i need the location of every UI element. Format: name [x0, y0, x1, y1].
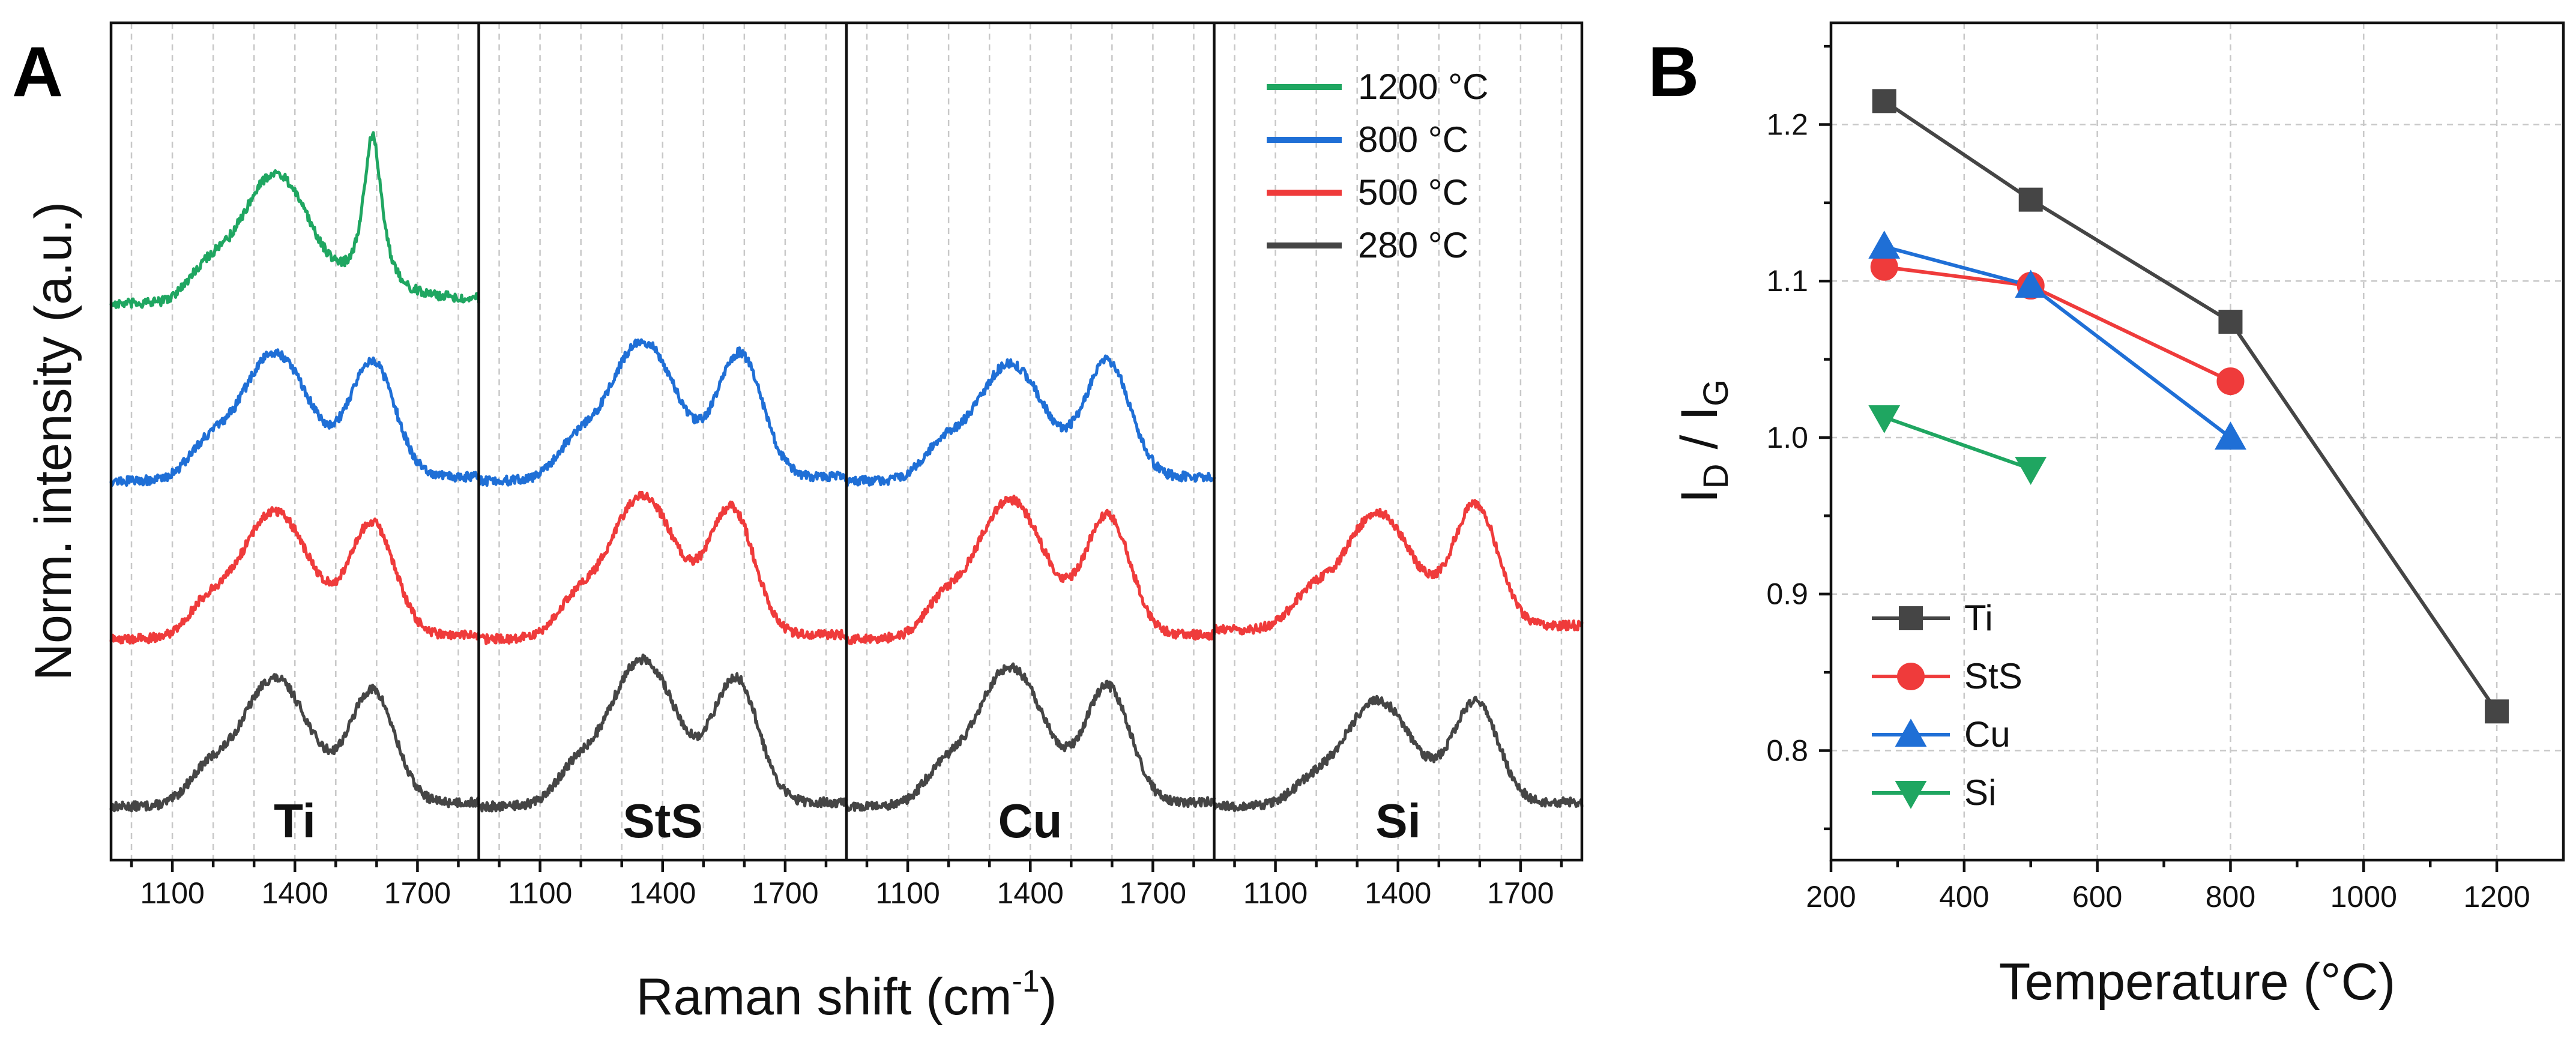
spectrum-cu-280-c [845, 662, 1216, 812]
marker-cu-500 [2015, 270, 2047, 298]
substrate-label-si: Si [1375, 794, 1421, 848]
x-tick-label-sts-1100: 1100 [508, 876, 573, 910]
spectrum-si-280-c [1213, 694, 1584, 813]
panel-b-letter: B [1648, 32, 1699, 112]
series-line-si [1883, 415, 2032, 471]
spectrum-cu-500-c [845, 495, 1216, 645]
panel-a-spectra-lines [109, 131, 1584, 813]
panel-b-x-axis-title: Temperature (°C) [1999, 953, 2395, 1011]
spectrum-sts-280-c [477, 653, 848, 813]
spectrum-ti-500-c [109, 506, 480, 645]
panel-b-ticks: 200 400 600 800 1000 1200 0.8 0.9 1.0 1.1 1.2 [1766, 44, 2530, 914]
x-tick-label-si-1100: 1100 [1243, 876, 1308, 910]
x-tick-label-ti-1400: 1400 [262, 876, 328, 910]
x-tick-label-b-200: 200 [1806, 880, 1856, 914]
panel-b-markers [1868, 89, 2509, 724]
x-tick-label-si-1700: 1700 [1487, 876, 1554, 910]
spectrum-sts-800-c [477, 338, 848, 487]
x-tick-label-b-400: 400 [1939, 880, 1989, 914]
legend-a-label-800-c: 800 °C [1358, 119, 1468, 160]
x-tick-label-cu-1700: 1700 [1120, 876, 1186, 910]
legend-a-label-500-c: 500 °C [1358, 172, 1468, 212]
y-tick-label-b-0.9: 0.9 [1766, 577, 1808, 611]
marker-ti-280 [1872, 89, 1896, 113]
panel-a-letter: A [12, 32, 63, 112]
x-tick-label-si-1400: 1400 [1365, 876, 1431, 910]
marker-si-280 [1868, 405, 1901, 433]
legend-b-marker-sts [1897, 663, 1925, 690]
x-tick-label-ti-1100: 1100 [140, 876, 205, 910]
panel-b-grid [1831, 23, 2563, 860]
x-tick-label-b-800: 800 [2206, 880, 2255, 914]
spectrum-sts-500-c [477, 490, 848, 645]
legend-b-marker-cu [1895, 718, 1927, 747]
marker-ti-1200 [2485, 699, 2509, 724]
legend-a-label-1200-c: 1200 °C [1358, 67, 1488, 107]
series-line-sts [1884, 265, 2231, 383]
legend-b-marker-ti [1899, 606, 1923, 630]
x-tick-label-b-1000: 1000 [2330, 880, 2397, 914]
spectrum-si-500-c [1213, 499, 1584, 636]
legend-b-label-sts: StS [1964, 656, 2022, 696]
legend-b-label-ti: Ti [1964, 598, 1993, 638]
legend-a-label-280-c: 280 °C [1358, 225, 1468, 265]
spectrum-cu-800-c [845, 354, 1216, 487]
marker-ti-800 [2218, 310, 2243, 334]
marker-ti-500 [2018, 187, 2043, 212]
x-tick-label-cu-1100: 1100 [875, 876, 940, 910]
panel-a-legend: 1200 °C 800 °C 500 °C 280 °C [1267, 67, 1488, 265]
x-tick-label-cu-1400: 1400 [997, 876, 1064, 910]
panel-b-frame [1829, 21, 2565, 862]
spectrum-ti-1200-c [109, 131, 480, 309]
legend-b-label-cu: Cu [1964, 714, 2010, 754]
marker-si-500 [2015, 457, 2047, 485]
marker-cu-280 [1868, 230, 1901, 259]
series-line-ti [1883, 99, 2499, 712]
panel-a-x-ticks: 1100 1400 1700 1100 1400 1700 1100 1400 1700 1100… [130, 860, 1563, 910]
x-tick-label-b-1200: 1200 [2463, 880, 2530, 914]
legend-b-label-si: Si [1964, 772, 1996, 813]
panel-a-y-axis-title: Norm. intensity (a.u.) [25, 202, 82, 681]
substrate-label-ti: Ti [274, 794, 316, 848]
y-tick-label-b-1.2: 1.2 [1766, 107, 1808, 141]
y-tick-label-b-1.1: 1.1 [1766, 264, 1808, 298]
y-tick-label-b-1.0: 1.0 [1766, 421, 1808, 454]
panel-a-spectra: A 1100 1400 1700 1100 1400 1700 1100 1400 1700 11… [12, 21, 1584, 1026]
x-tick-label-b-600: 600 [2072, 880, 2122, 914]
spectrum-ti-800-c [109, 348, 480, 487]
panel-b-legend: Ti StS Cu Si [1872, 598, 2022, 813]
legend-b-marker-si [1895, 781, 1927, 809]
marker-sts-800 [2216, 367, 2245, 396]
panel-a-x-axis-title: Raman shift (cm-1) [636, 964, 1057, 1026]
panel-b-y-axis-title: ID / IG [1671, 379, 1736, 504]
x-tick-label-sts-1700: 1700 [752, 876, 818, 910]
spectrum-ti-280-c [109, 673, 480, 813]
substrate-label-sts: StS [623, 794, 702, 848]
x-tick-label-ti-1700: 1700 [384, 876, 451, 910]
y-tick-label-b-0.8: 0.8 [1766, 733, 1808, 767]
panel-b-ratio: B 200 400 600 800 1000 1200 0.8 0.9 1.0 1.1 1.2 Ti… [1648, 21, 2565, 1011]
marker-cu-800 [2215, 421, 2246, 450]
x-tick-label-sts-1400: 1400 [629, 876, 696, 910]
substrate-label-cu: Cu [998, 794, 1063, 848]
